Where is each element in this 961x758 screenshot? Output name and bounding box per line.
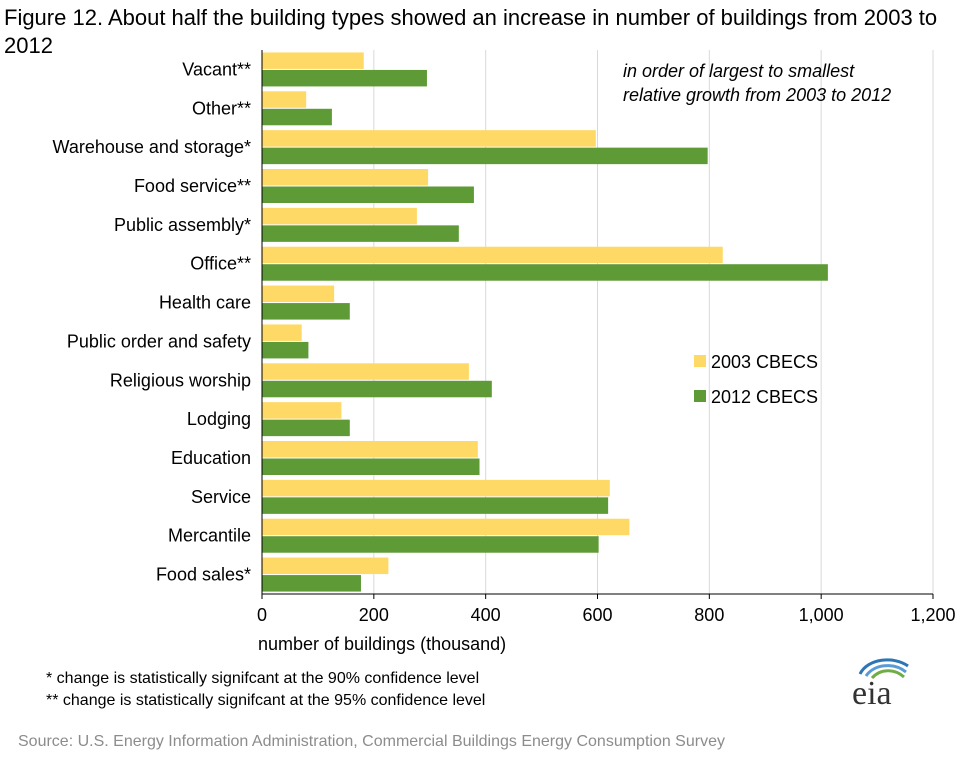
bar-2012: [262, 536, 599, 553]
x-tick-label: 0: [257, 605, 267, 625]
bar-2012: [262, 108, 332, 126]
category-label: Office**: [190, 254, 251, 274]
category-label: Food service**: [134, 176, 251, 196]
annotation-line: in order of largest to smallest: [623, 61, 855, 81]
bar-2003: [262, 479, 610, 497]
category-label: Religious worship: [110, 370, 251, 390]
logo-wordmark: eia: [852, 675, 892, 708]
footnote-95-confidence: ** change is statistically signifcant at…: [46, 692, 486, 709]
bar-2012: [262, 575, 361, 592]
chart-title: Figure 12. About half the building types…: [4, 5, 938, 58]
x-tick-label: 200: [359, 605, 389, 625]
category-label: Service: [191, 487, 251, 507]
category-label: Vacant**: [182, 59, 251, 79]
category-label: Warehouse and storage*: [53, 137, 251, 157]
bar-2003: [262, 285, 335, 303]
eia-logo: eia: [852, 658, 909, 708]
bar-2012: [262, 147, 708, 165]
footnote-90-confidence: * change is statistically signifcant at …: [46, 670, 480, 687]
category-label: Mercantile: [168, 526, 251, 546]
bar-2003: [262, 402, 342, 419]
bar-2003: [262, 91, 307, 108]
legend-label-2012: 2012 CBECS: [711, 387, 818, 407]
x-axis-label: number of buildings (thousand): [258, 634, 506, 654]
bar-2012: [262, 419, 350, 437]
category-label: Other**: [192, 98, 251, 118]
bar-2003: [262, 363, 469, 380]
bar-2012: [262, 380, 492, 398]
category-label: Public assembly*: [114, 215, 251, 235]
bar-2012: [262, 264, 828, 281]
x-tick-label: 1,000: [799, 605, 844, 625]
category-label: Lodging: [187, 409, 251, 429]
x-tick-label: 400: [471, 605, 501, 625]
legend-label-2003: 2003 CBECS: [711, 352, 818, 372]
legend-swatch-2003: [694, 355, 706, 367]
bar-2003: [262, 441, 478, 458]
category-label: Public order and safety: [67, 331, 251, 351]
x-tick-label: 600: [582, 605, 612, 625]
category-label: Food sales*: [156, 565, 251, 585]
bar-2012: [262, 303, 350, 320]
bar-2003: [262, 557, 389, 575]
bar-2012: [262, 69, 427, 87]
bar-2012: [262, 186, 474, 203]
legend-swatch-2012: [694, 390, 706, 402]
annotation-line: relative growth from 2003 to 2012: [623, 85, 891, 105]
bar-2003: [262, 130, 596, 147]
bar-2012: [262, 225, 459, 242]
bar-2012: [262, 458, 480, 475]
source-note: Source: U.S. Energy Information Administ…: [18, 733, 725, 750]
category-label: Health care: [159, 293, 251, 313]
bar-2003: [262, 169, 429, 186]
bar-2003: [262, 518, 630, 536]
bar-2012: [262, 497, 609, 514]
bar-2003: [262, 246, 723, 264]
category-label: Education: [171, 448, 251, 468]
x-tick-label: 800: [694, 605, 724, 625]
bar-2012: [262, 341, 309, 359]
x-tick-label: 1,200: [910, 605, 955, 625]
bar-2003: [262, 207, 417, 225]
bar-2003: [262, 52, 364, 69]
bar-2003: [262, 324, 302, 341]
